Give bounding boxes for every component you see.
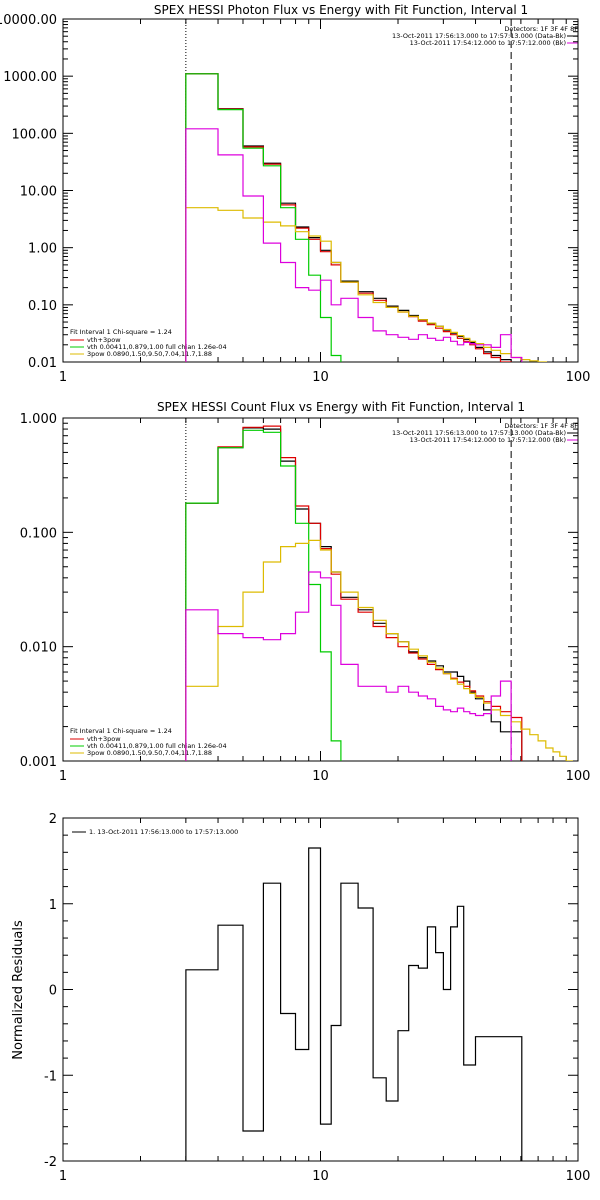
residuals-y-axis: -2 -1 0 1 2: [44, 812, 578, 1170]
photon-series-4: [185, 128, 523, 362]
count-x-tick-label: 10: [312, 769, 329, 784]
photon-x-tick-label: 100: [566, 370, 591, 385]
photon-y-tick-label: 1.00: [28, 242, 57, 257]
residuals-x-tick-label: 10: [312, 1169, 329, 1184]
count-y-tick-label: 0.100: [20, 526, 57, 541]
residuals-series-0: [185, 847, 523, 1161]
residuals-x-axis: 1 10 100: [59, 818, 591, 1184]
photon-series-1: [185, 73, 512, 362]
count-flux-title: SPEX HESSI Count Flux vs Energy with Fit…: [157, 400, 525, 414]
photon-flux-title: SPEX HESSI Photon Flux vs Energy with Fi…: [154, 3, 528, 17]
count-series-group: [185, 425, 573, 761]
count-legend-top-right: Detectors: 1F 3F 4F 8F 13-Oct-2011 17:56…: [392, 422, 578, 444]
count-y-axis: 0.001 0.010 0.100 1.000: [20, 412, 578, 770]
count-series-4: [185, 571, 512, 761]
photon-series-3: [185, 207, 547, 362]
count-legend-pow: 3pow 0.0890,1.50,9.50,7.04,11.7,1.88: [87, 749, 212, 757]
count-legend-vth: vth 0.00411,0.879,1.00 full chian 1.26e-…: [87, 742, 227, 750]
residuals-y-tick-label: 1: [49, 898, 57, 913]
residuals-legend: 1. 13-Oct-2011 17:56:13.000 to 17:57:13.…: [89, 828, 238, 836]
photon-legend-top-right: Detectors: 1F 3F 4F 8F 13-Oct-2011 17:56…: [392, 25, 578, 47]
residuals-y-tick-label: 2: [49, 812, 57, 827]
count-flux-panel: SPEX HESSI Count Flux vs Energy with Fit…: [20, 400, 591, 784]
count-legend-bottom-left: Fit Interval 1 Chi-square = 1.24 vth+3po…: [70, 727, 227, 757]
residuals-y-tick-label: -2: [44, 1155, 57, 1170]
photon-legend-pow: 3pow 0.0890,1.50,9.50,7.04,11.7,1.88: [87, 350, 212, 358]
photon-y-tick-label: 1000.00: [3, 70, 57, 85]
count-legend-fit: Fit Interval 1 Chi-square = 1.24: [70, 727, 172, 735]
count-y-tick-label: 1.000: [20, 412, 57, 427]
photon-legend-data: 13-Oct-2011 17:56:13.000 to 17:57:13.000…: [392, 32, 566, 40]
photon-legend-bk: 13-Oct-2011 17:54:12.000 to 17:57:12.000…: [410, 39, 566, 47]
photon-series-2: [185, 73, 342, 362]
residuals-series-group: [185, 847, 523, 1161]
count-x-tick-label: 100: [566, 769, 591, 784]
photon-y-tick-label: 0.10: [28, 299, 57, 314]
count-y-tick-label: 0.010: [20, 641, 57, 656]
count-x-axis: 1 10 100: [59, 418, 591, 784]
residuals-y-tick-label: -1: [44, 1069, 57, 1084]
photon-x-tick-label: 10: [312, 370, 329, 385]
count-series-1: [185, 425, 523, 761]
count-x-tick-label: 1: [59, 769, 67, 784]
count-legend-data: 13-Oct-2011 17:56:13.000 to 17:57:13.000…: [392, 429, 566, 437]
photon-x-tick-label: 1: [59, 370, 67, 385]
count-series-2: [185, 429, 342, 761]
photon-legend-vth: vth 0.00411,0.879,1.00 full chian 1.26e-…: [87, 343, 227, 351]
photon-legend-detectors: Detectors: 1F 3F 4F 8F: [504, 25, 578, 33]
residuals-x-tick-label: 1: [59, 1169, 67, 1184]
photon-flux-panel: SPEX HESSI Photon Flux vs Energy with Fi…: [0, 3, 591, 385]
photon-y-tick-label: 0.01: [28, 356, 57, 371]
count-y-tick-label: 0.001: [20, 755, 57, 770]
count-series-0: [185, 427, 523, 761]
photon-series-group: [185, 73, 547, 362]
photon-y-tick-label: 100.00: [12, 127, 58, 142]
count-legend-total: vth+3pow: [87, 735, 121, 743]
photon-y-tick-label: 10.00: [20, 185, 57, 200]
residuals-ylabel: Normalized Residuals: [11, 920, 26, 1060]
count-series-3: [185, 539, 573, 761]
residuals-x-tick-label: 100: [566, 1169, 591, 1184]
count-legend-detectors: Detectors: 1F 3F 4F 8F: [504, 422, 578, 430]
photon-legend-bottom-left: Fit Interval 1 Chi-square = 1.24 vth+3po…: [70, 328, 227, 358]
photon-series-0: [185, 73, 512, 362]
photon-y-tick-label: 10000.00: [0, 13, 57, 28]
photon-legend-total: vth+3pow: [87, 336, 121, 344]
photon-legend-fit: Fit Interval 1 Chi-square = 1.24: [70, 328, 172, 336]
count-legend-bk: 13-Oct-2011 17:54:12.000 to 17:57:12.000…: [410, 436, 566, 444]
photon-y-axis: 0.01 0.10 1.00 10.00 100.00 1000.00 10000.00: [0, 13, 578, 371]
residuals-y-tick-label: 0: [49, 984, 57, 999]
residuals-panel: Normalized Residuals 1. 13-Oct-2011 17:5…: [11, 812, 591, 1184]
